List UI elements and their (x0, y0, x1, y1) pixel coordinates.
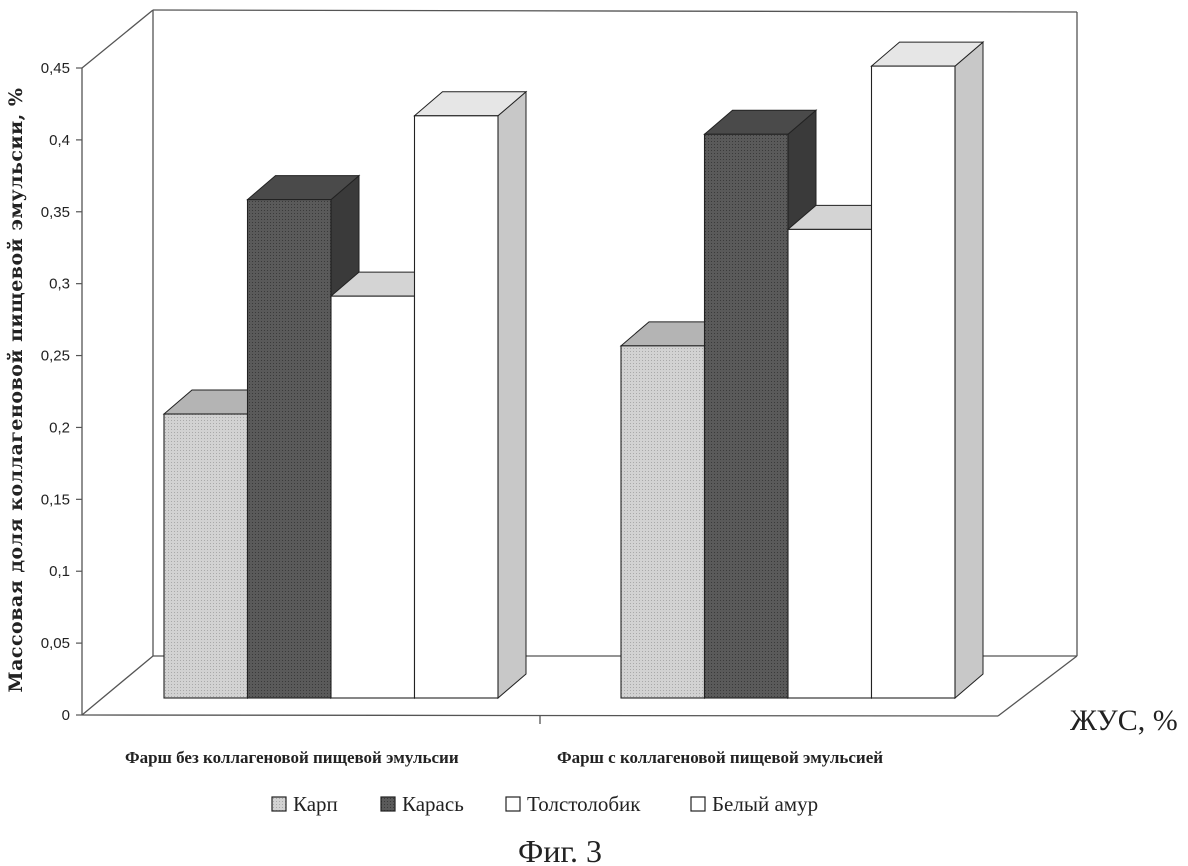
y-tick-label: 0,05 (41, 635, 70, 652)
bars (164, 42, 983, 698)
legend-item-3: Белый амур (691, 792, 818, 816)
legend-label: Белый амур (712, 792, 818, 816)
y-tick-label: 0,15 (41, 491, 70, 508)
floor-edge (82, 715, 998, 716)
legend-label: Карп (293, 792, 338, 816)
bar-0-3 (415, 92, 527, 698)
y-tick-label: 0,1 (49, 563, 70, 580)
frame-edge (82, 10, 153, 68)
bar-front (788, 229, 872, 698)
category-labels: Фарш без коллагеновой пищевой эмульсии Ф… (125, 748, 883, 767)
y-tick-label: 0,3 (49, 276, 70, 293)
y-axis-label: Массовая доля коллагеновой пищевой эмуль… (5, 88, 27, 693)
bar-front (621, 346, 705, 698)
y-tick-label: 0 (62, 707, 70, 724)
category-label-1: Фарш с коллагеновой пищевой эмульсией (557, 748, 883, 767)
legend-label: Толстолобик (527, 792, 641, 816)
floor-edge (82, 656, 153, 715)
bar-front (248, 200, 332, 698)
bar-front (415, 116, 499, 698)
x-axis-label: ЖУС, % (1070, 704, 1178, 737)
y-tick-label: 0,2 (49, 419, 70, 436)
legend-label: Карась (402, 792, 464, 816)
category-label-0: Фарш без коллагеновой пищевой эмульсии (125, 748, 459, 767)
floor-edge (998, 656, 1077, 716)
legend-swatch (506, 797, 520, 811)
y-axis-ticks: 0 0,05 0,1 0,15 0,2 0,25 0,3 0,35 0,4 0,45 (41, 60, 82, 724)
legend-item-1: Карась (381, 792, 464, 816)
legend-item-0: Карп (272, 792, 338, 816)
legend-swatch (272, 797, 286, 811)
legend-swatch (381, 797, 395, 811)
legend-item-2: Толстолобик (506, 792, 641, 816)
bar-front (331, 296, 415, 698)
legend-swatch (691, 797, 705, 811)
frame-edge (153, 10, 1077, 12)
bar-side (498, 92, 526, 698)
bar-side (955, 42, 983, 698)
legend: Карп Карась Толстолобик Белый амур (272, 792, 818, 816)
y-tick-label: 0,45 (41, 60, 70, 77)
y-tick-label: 0,25 (41, 348, 70, 365)
bar-front (705, 134, 789, 698)
y-tick-label: 0,4 (49, 132, 70, 149)
y-tick-label: 0,35 (41, 204, 70, 221)
bar-1-3 (872, 42, 984, 698)
bar-front (872, 66, 956, 698)
bar-front (164, 414, 248, 698)
figure-caption: Фиг. 3 (518, 833, 602, 866)
